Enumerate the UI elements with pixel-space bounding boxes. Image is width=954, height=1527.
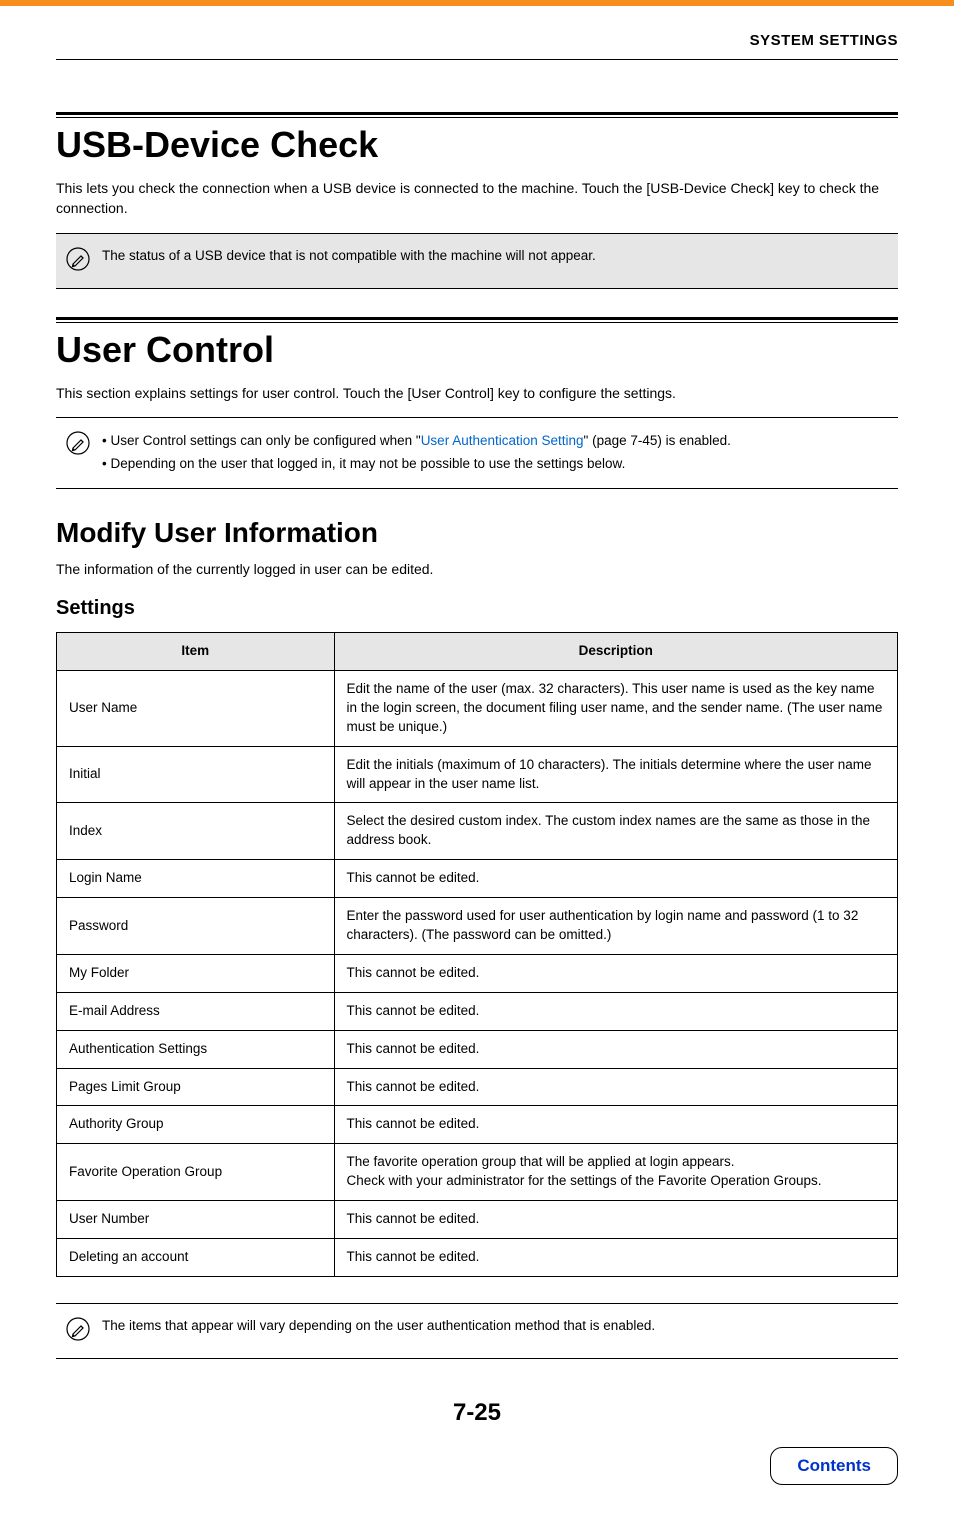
- table-row: PasswordEnter the password used for user…: [57, 898, 898, 955]
- cell-item: Initial: [57, 746, 335, 803]
- note-text: " (page 7-45) is enabled.: [584, 433, 731, 448]
- cell-item: Index: [57, 803, 335, 860]
- cell-description: Edit the initials (maximum of 10 charact…: [334, 746, 897, 803]
- cell-item: User Name: [57, 670, 335, 746]
- table-row: InitialEdit the initials (maximum of 10 …: [57, 746, 898, 803]
- cell-item: Authority Group: [57, 1106, 335, 1144]
- note-text: The items that appear will vary dependin…: [102, 1316, 655, 1336]
- section-rule: [56, 322, 898, 323]
- cell-description: This cannot be edited.: [334, 992, 897, 1030]
- table-row: Favorite Operation GroupThe favorite ope…: [57, 1144, 898, 1201]
- col-header-description: Description: [334, 633, 897, 671]
- section2-body: This section explains settings for user …: [56, 383, 898, 403]
- section-rule: [56, 117, 898, 118]
- section1-body: This lets you check the connection when …: [56, 178, 898, 219]
- header-category: SYSTEM SETTINGS: [56, 6, 898, 59]
- section-title-usb: USB-Device Check: [56, 124, 898, 166]
- cell-item: Login Name: [57, 860, 335, 898]
- cell-description: This cannot be edited.: [334, 954, 897, 992]
- note-text: The status of a USB device that is not c…: [102, 246, 596, 266]
- cell-description: Select the desired custom index. The cus…: [334, 803, 897, 860]
- cell-description: This cannot be edited.: [334, 860, 897, 898]
- table-row: IndexSelect the desired custom index. Th…: [57, 803, 898, 860]
- table-row: Login NameThis cannot be edited.: [57, 860, 898, 898]
- cell-description: This cannot be edited.: [334, 1068, 897, 1106]
- table-row: My FolderThis cannot be edited.: [57, 954, 898, 992]
- cell-item: Favorite Operation Group: [57, 1144, 335, 1201]
- note-box-user-control: • User Control settings can only be conf…: [56, 417, 898, 489]
- section-title-user-control: User Control: [56, 329, 898, 371]
- table-row: E-mail AddressThis cannot be edited.: [57, 992, 898, 1030]
- cell-item: Authentication Settings: [57, 1030, 335, 1068]
- settings-table: Item Description User NameEdit the name …: [56, 632, 898, 1277]
- col-header-item: Item: [57, 633, 335, 671]
- cell-description: Enter the password used for user authent…: [334, 898, 897, 955]
- modify-body: The information of the currently logged …: [56, 559, 898, 579]
- cell-description: This cannot be edited.: [334, 1201, 897, 1239]
- page-container: SYSTEM SETTINGS USB-Device Check This le…: [0, 0, 954, 1527]
- section-rule: [56, 112, 898, 115]
- cell-description: The favorite operation group that will b…: [334, 1144, 897, 1201]
- table-row: Authentication SettingsThis cannot be ed…: [57, 1030, 898, 1068]
- user-auth-setting-link[interactable]: User Authentication Setting: [421, 433, 584, 448]
- pencil-icon: [66, 247, 90, 276]
- table-row: Pages Limit GroupThis cannot be edited.: [57, 1068, 898, 1106]
- cell-description: This cannot be edited.: [334, 1106, 897, 1144]
- cell-item: User Number: [57, 1201, 335, 1239]
- cell-description: Edit the name of the user (max. 32 chara…: [334, 670, 897, 746]
- settings-heading: Settings: [56, 597, 898, 620]
- note-text: • User Control settings can only be conf…: [102, 433, 421, 448]
- note-box-footer: The items that appear will vary dependin…: [56, 1303, 898, 1359]
- table-row: Authority GroupThis cannot be edited.: [57, 1106, 898, 1144]
- cell-item: My Folder: [57, 954, 335, 992]
- note-box-usb: The status of a USB device that is not c…: [56, 233, 898, 289]
- page-number: 7-25: [56, 1399, 898, 1427]
- cell-description: This cannot be edited.: [334, 1238, 897, 1276]
- cell-description: This cannot be edited.: [334, 1030, 897, 1068]
- pencil-icon: [66, 431, 90, 460]
- cell-item: Deleting an account: [57, 1238, 335, 1276]
- cell-item: Pages Limit Group: [57, 1068, 335, 1106]
- table-row: Deleting an accountThis cannot be edited…: [57, 1238, 898, 1276]
- cell-item: Password: [57, 898, 335, 955]
- table-header-row: Item Description: [57, 633, 898, 671]
- table-row: User NameEdit the name of the user (max.…: [57, 670, 898, 746]
- contents-button[interactable]: Contents: [770, 1447, 898, 1485]
- section-rule: [56, 317, 898, 320]
- modify-user-info-title: Modify User Information: [56, 517, 898, 549]
- note-bullets: • User Control settings can only be conf…: [102, 430, 731, 476]
- pencil-icon: [66, 1317, 90, 1346]
- table-row: User NumberThis cannot be edited.: [57, 1201, 898, 1239]
- cell-item: E-mail Address: [57, 992, 335, 1030]
- note-text: • Depending on the user that logged in, …: [102, 453, 731, 476]
